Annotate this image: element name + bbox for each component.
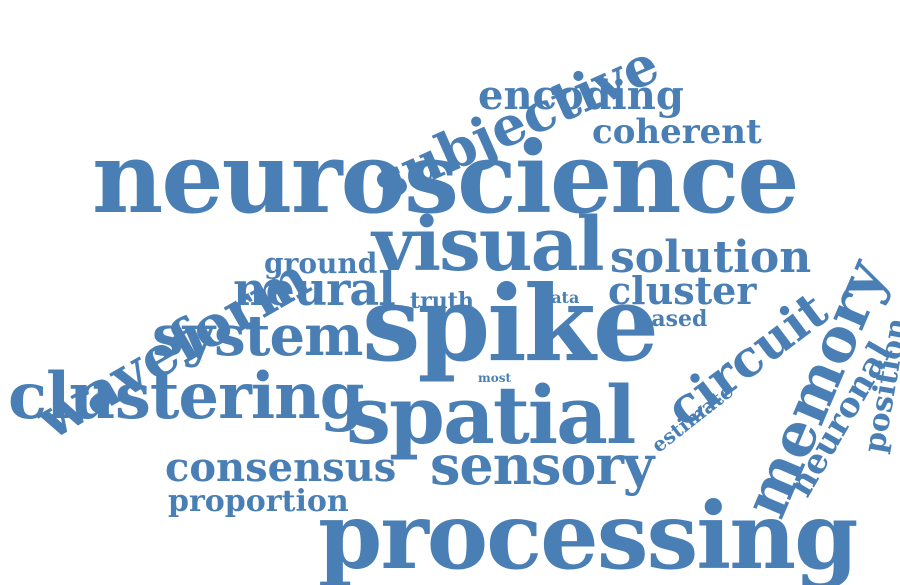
word-neuroscience: neuroscience (92, 121, 800, 236)
word-spatial: spatial (346, 368, 636, 462)
word-processing: processing (318, 482, 858, 585)
word-clustering: clustering (8, 359, 364, 434)
word-cluster: cluster (608, 268, 757, 313)
word-ground: ground (264, 247, 378, 280)
word-solution: solution (610, 232, 812, 283)
word-proportion: proportion (168, 484, 349, 519)
word-spike: spike (362, 262, 659, 385)
word-data: data (540, 288, 580, 307)
word-consensus: consensus (165, 444, 397, 491)
word-system: system (152, 303, 363, 369)
word-coherent: coherent (592, 112, 762, 152)
word-based: based (636, 306, 708, 332)
word-visual: visual (372, 202, 605, 288)
word-truth: truth (410, 288, 474, 314)
word-most: most (478, 371, 511, 385)
word-encoding: encoding (478, 72, 684, 119)
word-neural: neural (233, 262, 396, 316)
word-sensory: sensory (430, 433, 654, 497)
